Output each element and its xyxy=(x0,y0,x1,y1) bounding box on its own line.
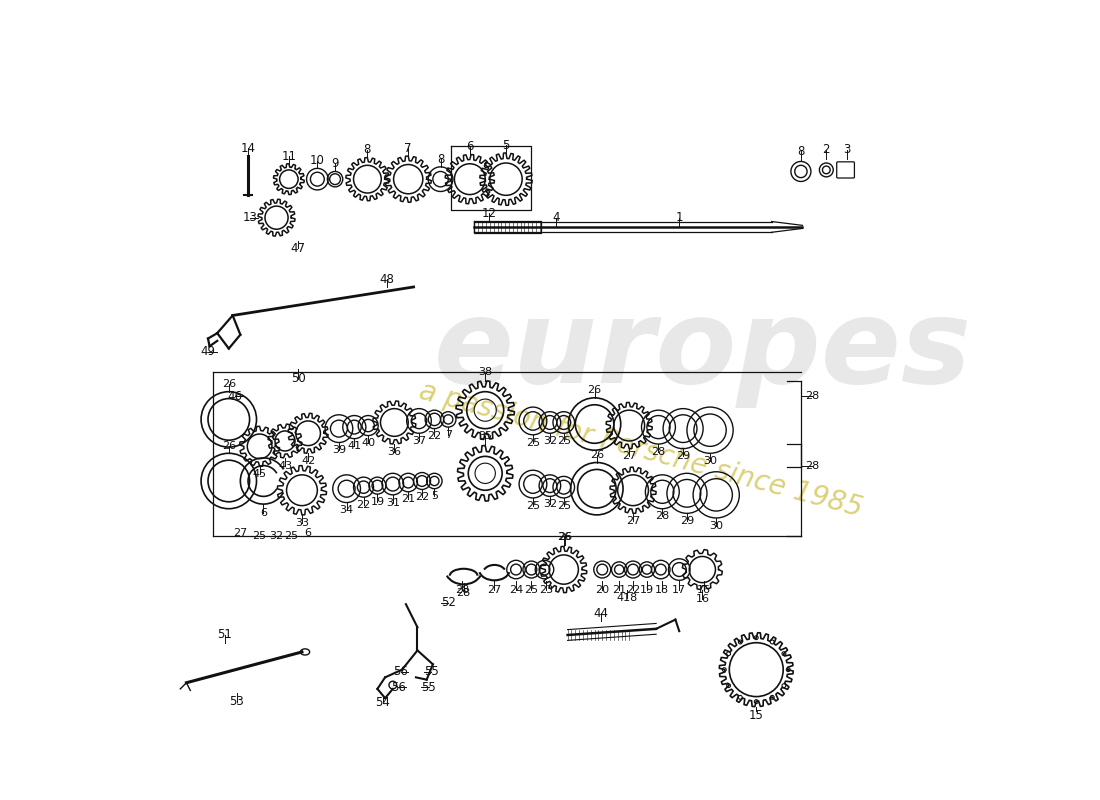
Text: 8: 8 xyxy=(364,143,371,157)
Text: 10: 10 xyxy=(310,154,324,167)
Text: 40: 40 xyxy=(361,438,375,448)
Text: 47: 47 xyxy=(290,242,306,255)
Text: 32: 32 xyxy=(268,531,283,542)
Text: 3: 3 xyxy=(844,143,850,157)
Text: 24: 24 xyxy=(509,586,524,595)
Text: 54: 54 xyxy=(375,696,390,710)
Text: 46: 46 xyxy=(228,390,242,403)
Text: 418: 418 xyxy=(616,593,638,603)
Text: 51: 51 xyxy=(218,629,232,642)
Text: 29: 29 xyxy=(676,451,690,462)
Text: 33: 33 xyxy=(295,518,309,527)
Text: 55: 55 xyxy=(424,666,439,678)
Text: 22: 22 xyxy=(356,500,371,510)
Text: 23: 23 xyxy=(539,586,553,595)
Text: 26: 26 xyxy=(558,532,572,542)
Text: 28: 28 xyxy=(651,446,666,457)
Text: 9: 9 xyxy=(331,158,339,170)
Text: 20: 20 xyxy=(595,586,609,595)
Text: 55: 55 xyxy=(421,681,437,694)
Text: 45: 45 xyxy=(253,469,266,479)
Text: 31: 31 xyxy=(386,498,399,507)
Text: 26: 26 xyxy=(222,441,235,450)
Text: 27: 27 xyxy=(623,451,636,462)
Text: 26: 26 xyxy=(587,385,602,395)
Text: 28: 28 xyxy=(805,461,820,470)
Text: 26: 26 xyxy=(222,379,235,389)
Text: 28: 28 xyxy=(805,391,820,402)
Text: 12: 12 xyxy=(482,206,496,219)
Text: 43: 43 xyxy=(278,461,293,470)
Text: 6: 6 xyxy=(305,528,311,538)
Text: 25: 25 xyxy=(526,501,540,510)
Text: 35: 35 xyxy=(478,431,492,442)
Text: 49: 49 xyxy=(200,345,216,358)
Text: 27: 27 xyxy=(626,516,640,526)
Text: 48: 48 xyxy=(379,273,394,286)
Text: 5: 5 xyxy=(431,491,438,502)
Text: 28: 28 xyxy=(455,586,470,595)
Text: 50: 50 xyxy=(290,372,306,385)
Text: 34: 34 xyxy=(340,506,354,515)
Text: 25: 25 xyxy=(525,586,539,595)
Text: 56: 56 xyxy=(390,681,406,694)
Text: 4: 4 xyxy=(552,211,560,224)
Text: 53: 53 xyxy=(229,695,244,709)
Text: 41: 41 xyxy=(348,442,362,451)
Text: 25: 25 xyxy=(557,436,571,446)
Text: 27: 27 xyxy=(233,528,248,538)
Text: 21: 21 xyxy=(612,586,626,595)
Text: 16: 16 xyxy=(695,594,710,604)
Text: 52: 52 xyxy=(441,596,455,609)
Text: 30: 30 xyxy=(703,456,717,466)
Text: 42: 42 xyxy=(301,456,316,466)
Text: 37: 37 xyxy=(411,436,426,446)
Text: 22: 22 xyxy=(626,586,640,595)
Text: 26: 26 xyxy=(557,532,571,542)
Text: 26: 26 xyxy=(590,450,604,460)
Text: 22: 22 xyxy=(427,431,441,442)
Text: 14: 14 xyxy=(241,142,255,155)
Text: 22: 22 xyxy=(415,492,429,502)
Text: 25: 25 xyxy=(253,531,266,542)
Text: europes: europes xyxy=(433,293,971,408)
Text: 6: 6 xyxy=(466,140,474,154)
Text: 39: 39 xyxy=(332,445,346,455)
Text: 6: 6 xyxy=(260,508,267,518)
Text: 8: 8 xyxy=(437,153,444,166)
Text: 32: 32 xyxy=(542,499,557,509)
Text: 28: 28 xyxy=(656,511,670,522)
Text: 38: 38 xyxy=(478,366,493,377)
Text: a passion for Porsche since 1985: a passion for Porsche since 1985 xyxy=(416,378,866,523)
Text: 7: 7 xyxy=(405,142,412,155)
Text: 19: 19 xyxy=(371,497,385,506)
Text: 17: 17 xyxy=(672,586,686,595)
Text: 25: 25 xyxy=(526,438,540,447)
Text: 36: 36 xyxy=(387,446,402,457)
Text: 13: 13 xyxy=(243,211,257,224)
Text: 18: 18 xyxy=(654,586,669,595)
Text: 21: 21 xyxy=(402,494,416,505)
Text: 44: 44 xyxy=(593,607,608,620)
Text: 1: 1 xyxy=(675,211,683,224)
Text: 29: 29 xyxy=(680,516,694,526)
Text: 32: 32 xyxy=(542,436,557,446)
Text: 5: 5 xyxy=(503,138,509,152)
Text: 56: 56 xyxy=(393,666,408,678)
Text: 7: 7 xyxy=(444,430,452,440)
Text: 25: 25 xyxy=(557,501,571,510)
Text: 30: 30 xyxy=(710,521,723,530)
Text: 11: 11 xyxy=(282,150,296,162)
Text: 8: 8 xyxy=(798,145,804,158)
Text: 25: 25 xyxy=(284,531,298,542)
Text: 27: 27 xyxy=(487,586,502,595)
Text: 16: 16 xyxy=(697,586,711,595)
Text: 28: 28 xyxy=(456,588,471,598)
Text: 15: 15 xyxy=(749,710,763,722)
Text: 2: 2 xyxy=(823,143,830,157)
Text: 19: 19 xyxy=(640,586,654,595)
